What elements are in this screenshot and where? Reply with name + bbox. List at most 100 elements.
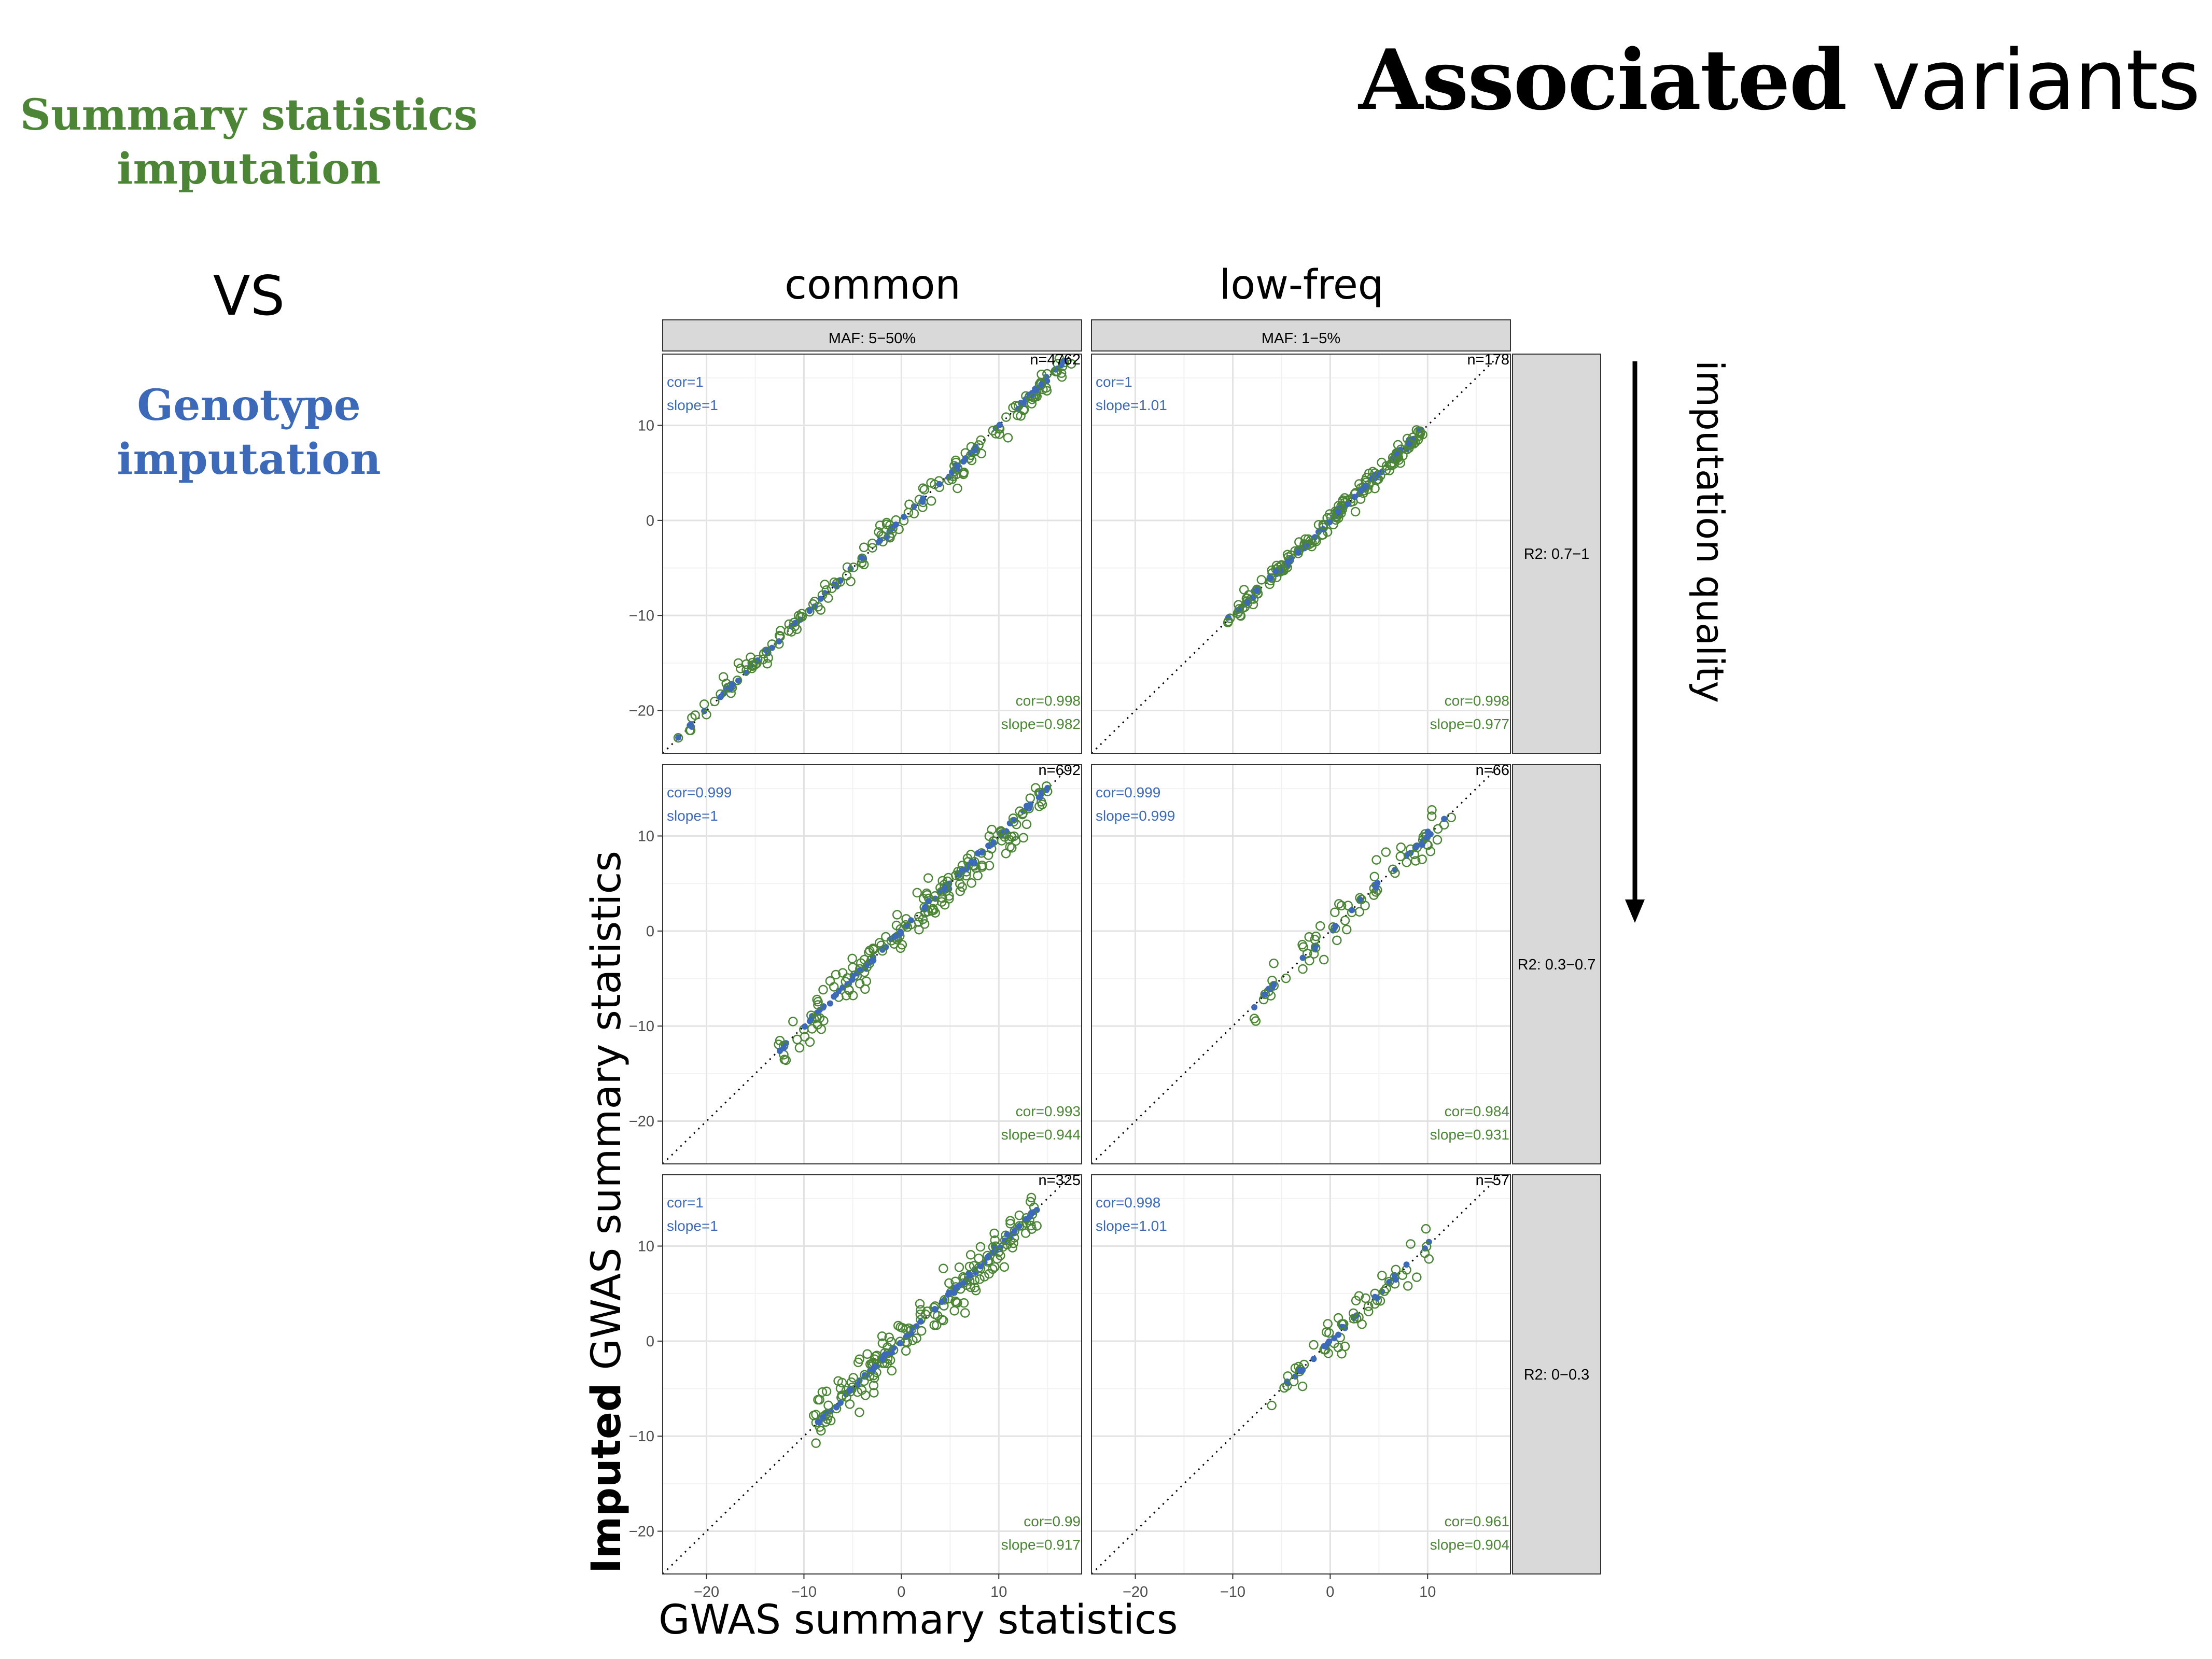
green-point: [818, 985, 828, 995]
green-point: [848, 990, 858, 1001]
row-strip-label-0: R2: 0.7−1: [1524, 546, 1590, 563]
blue-point: [1270, 981, 1277, 988]
y-tick-label: 10: [638, 828, 654, 845]
green-point: [1350, 507, 1361, 517]
green-point: [954, 1262, 964, 1272]
green-point: [1009, 831, 1019, 841]
green-point: [1001, 412, 1011, 422]
blue-point: [817, 595, 824, 602]
panel-5: n=57 cor=0.998 slope=1.01 cor=0.961 slope=0.…: [1090, 1172, 1511, 1600]
panel-border-4: [662, 1174, 1082, 1574]
green-point: [965, 1282, 976, 1292]
n-count-1: n=178: [1467, 352, 1509, 368]
blue-point: [954, 462, 961, 469]
green-cor-3: cor=0.984: [1445, 1103, 1509, 1119]
y-axis-label-rest: GWAS summary statistics: [583, 851, 630, 1383]
green-point: [914, 924, 924, 935]
blue-point: [908, 1330, 915, 1337]
x-tick-label: 10: [1419, 1584, 1436, 1600]
blue-point: [735, 677, 741, 684]
green-point: [827, 583, 837, 593]
blue-point: [870, 957, 877, 964]
green-point: [932, 1320, 942, 1330]
green-point: [1426, 811, 1437, 821]
green-point: [831, 969, 841, 980]
blue-point: [1251, 1004, 1258, 1010]
blue-point: [1412, 845, 1419, 851]
green-point: [1432, 835, 1443, 845]
green-point: [1364, 1306, 1374, 1317]
green-point: [1002, 1240, 1012, 1249]
green-point: [842, 571, 852, 581]
column-header-low-freq: low-freq: [1219, 262, 1384, 308]
blue-slope-2: slope=1: [667, 808, 718, 824]
green-point: [1256, 575, 1267, 585]
blue-point: [892, 933, 899, 939]
green-point: [888, 524, 898, 533]
green-point: [1406, 1239, 1416, 1249]
blue-point: [847, 1386, 854, 1393]
blue-point: [1310, 1356, 1317, 1362]
green-slope-0: slope=0.982: [1001, 716, 1081, 732]
green-point: [926, 478, 936, 488]
blue-point: [901, 513, 907, 520]
green-point: [1414, 431, 1424, 441]
row-strip-0: [1512, 354, 1601, 754]
green-point: [1269, 958, 1279, 968]
green-point: [860, 984, 870, 994]
green-point: [901, 1324, 911, 1334]
x-tick-label: 10: [990, 1584, 1007, 1600]
green-point: [847, 953, 857, 964]
blue-point: [936, 481, 943, 487]
blue-point: [871, 1363, 878, 1370]
green-point: [1008, 813, 1018, 823]
green-point: [1042, 386, 1052, 396]
y-axis-label: Imputed GWAS summary statistics: [583, 851, 630, 1573]
panel-border-0: [662, 354, 1082, 754]
y-tick-label: −20: [629, 703, 654, 720]
green-slope-1: slope=0.977: [1430, 716, 1509, 732]
green-point: [897, 940, 907, 950]
green-point: [988, 426, 998, 435]
green-point: [1377, 1271, 1387, 1281]
blue-slope-1: slope=1.01: [1096, 397, 1167, 413]
green-point: [1004, 835, 1014, 845]
green-point: [988, 1264, 998, 1274]
green-point: [856, 958, 866, 968]
green-point: [1361, 1293, 1370, 1303]
blue-point: [1295, 549, 1301, 556]
panel-border-2: [662, 764, 1082, 1164]
green-point: [1305, 955, 1314, 966]
green-point: [926, 496, 936, 506]
green-point: [912, 888, 922, 898]
green-point: [848, 1373, 858, 1383]
green-point: [797, 612, 807, 622]
panel-border-5: [1091, 1174, 1511, 1574]
blue-point: [1326, 1338, 1333, 1345]
green-point: [776, 626, 786, 636]
blue-point: [960, 458, 967, 465]
green-point: [915, 1309, 926, 1319]
blue-point: [687, 721, 694, 728]
green-point: [1381, 461, 1392, 471]
blue-point: [858, 554, 865, 561]
blue-point: [877, 537, 884, 544]
green-point: [916, 1305, 926, 1315]
green-point: [864, 1371, 875, 1381]
blue-point: [819, 1414, 826, 1421]
points-3: [1249, 805, 1457, 1026]
green-point: [1029, 392, 1039, 403]
green-slope-5: slope=0.904: [1430, 1537, 1509, 1553]
green-point: [1396, 842, 1406, 852]
green-point: [1408, 432, 1418, 442]
green-point: [1333, 1342, 1343, 1353]
green-point: [869, 1373, 879, 1383]
blue-slope-5: slope=1.01: [1096, 1218, 1167, 1234]
green-point: [859, 1376, 869, 1386]
blue-point: [831, 993, 837, 1000]
green-point: [1377, 457, 1387, 468]
n-count-2: n=692: [1039, 762, 1081, 779]
y-tick-label: 0: [646, 513, 654, 529]
blue-point: [892, 521, 899, 528]
n-count-0: n=4762: [1030, 352, 1081, 368]
